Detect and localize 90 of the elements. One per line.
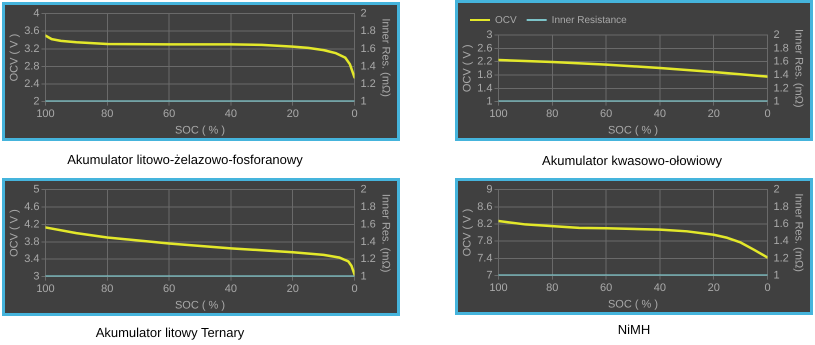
- x-tick-label: 60: [600, 108, 612, 120]
- y-tick-label: 1.8: [477, 68, 492, 81]
- y2-tick-label: 1.4: [774, 68, 789, 81]
- x-axis-title: SOC ( % ): [608, 124, 658, 136]
- y2-tick-label: 1: [360, 270, 367, 283]
- y-tick-label: 4.6: [24, 201, 40, 214]
- x-tick-label: 80: [101, 283, 114, 296]
- x-tick-label: 60: [162, 283, 176, 296]
- y-tick-label: 7: [486, 270, 492, 282]
- y-tick-label: 3: [486, 29, 492, 42]
- y2-tick-label: 1.6: [360, 218, 376, 230]
- text: Akumulator litowo-żelazowo-fosforanowy: [67, 152, 303, 167]
- x-tick-label: 20: [286, 283, 299, 296]
- x-tick-label: 60: [600, 282, 612, 294]
- y2-tick-label: 1.2: [774, 82, 789, 94]
- y2-tick-label: 2: [360, 8, 367, 20]
- x-tick-label: 80: [101, 108, 114, 120]
- x-tick-label: 20: [708, 282, 720, 294]
- y2-tick-label: 1.4: [360, 236, 376, 248]
- y2-tick-label: 1.6: [360, 42, 376, 55]
- y-tick-label: 3.2: [24, 42, 40, 55]
- x-tick-label: 20: [708, 108, 720, 120]
- y2-tick-label: 1.6: [774, 218, 789, 230]
- y2-axis-title: Inner Res. (mΩ): [379, 18, 392, 97]
- x-tick-label: 0: [764, 282, 771, 294]
- y2-tick-label: 1.2: [360, 78, 376, 90]
- y2-tick-label: 1: [360, 96, 367, 108]
- x-tick-label: 100: [36, 108, 55, 120]
- y-tick-label: 1.4: [477, 82, 492, 94]
- legend-label: OCV: [495, 14, 517, 26]
- y-tick-label: 5: [33, 184, 40, 196]
- x-axis-title: SOC ( % ): [174, 124, 226, 136]
- y-tick-label: 3: [33, 270, 40, 283]
- y-tick-label: 2.6: [477, 42, 492, 54]
- x-tick-label: 100: [489, 108, 508, 120]
- y2-axis-title: Inner Res. (mΩ): [792, 193, 804, 272]
- y-tick-label: 8.6: [477, 200, 492, 213]
- x-tick-label: 100: [36, 283, 55, 296]
- x-tick-label: 20: [286, 108, 299, 120]
- y2-tick-label: 2: [360, 184, 367, 196]
- x-tick-label: 80: [546, 282, 558, 294]
- y2-tick-label: 1.8: [774, 200, 789, 213]
- y-tick-label: 3.4: [24, 253, 40, 266]
- x-axis-title: SOC ( % ): [608, 298, 658, 310]
- y2-axis-title: Inner Res. (mΩ): [379, 194, 392, 272]
- text: Akumulator litowy Ternary: [96, 325, 244, 340]
- y-tick-label: 7.4: [477, 252, 492, 264]
- x-tick-label: 40: [654, 108, 666, 120]
- text: NiMH: [618, 322, 650, 337]
- y2-tick-label: 1: [774, 270, 780, 282]
- y2-tick-label: 1.2: [774, 252, 789, 264]
- y2-tick-label: 1.8: [360, 201, 376, 214]
- y-axis-title: OCV ( V ): [462, 208, 474, 256]
- x-tick-label: 0: [351, 283, 358, 296]
- y2-tick-label: 1.8: [774, 42, 789, 54]
- y-tick-label: 7.8: [477, 235, 492, 248]
- y-tick-label: 3.6: [24, 25, 40, 38]
- x-tick-label: 100: [489, 282, 508, 294]
- y-tick-label: 2.8: [24, 60, 40, 72]
- x-tick-label: 60: [162, 108, 176, 120]
- y-tick-label: 3.8: [24, 236, 40, 248]
- y-tick-label: 9: [486, 184, 492, 196]
- y2-tick-label: 2: [774, 184, 780, 196]
- x-tick-label: 80: [546, 108, 558, 120]
- y-axis-title: OCV ( V ): [8, 34, 21, 82]
- y-tick-label: 4.2: [24, 218, 40, 230]
- x-tick-label: 40: [224, 108, 238, 120]
- y2-tick-label: 1.4: [360, 60, 376, 72]
- y2-tick-label: 1.4: [774, 235, 789, 248]
- text: Akumulator kwasowo-ołowiowy: [542, 153, 722, 168]
- y2-axis-title: Inner Res. (mΩ): [792, 29, 804, 108]
- y-axis-title: OCV ( V ): [462, 44, 474, 92]
- x-tick-label: 40: [654, 282, 666, 294]
- y-tick-label: 1: [486, 96, 492, 108]
- y-tick-label: 4: [33, 8, 40, 20]
- x-tick-label: 0: [351, 108, 358, 120]
- x-tick-label: 0: [764, 108, 771, 120]
- x-tick-label: 40: [224, 283, 238, 296]
- y-tick-label: 2.4: [24, 78, 40, 90]
- legend-label: Inner Resistance: [552, 14, 628, 26]
- y-tick-label: 2.2: [477, 56, 492, 68]
- y2-tick-label: 1.8: [360, 25, 376, 38]
- y-axis-title: OCV ( V ): [8, 209, 21, 257]
- y2-tick-label: 1: [774, 96, 780, 108]
- y-tick-label: 8.2: [477, 218, 492, 230]
- y2-tick-label: 1.2: [360, 253, 376, 266]
- x-axis-title: SOC ( % ): [174, 299, 226, 312]
- y2-tick-label: 1.6: [774, 56, 789, 68]
- y2-tick-label: 2: [774, 29, 780, 42]
- y-tick-label: 2: [33, 96, 40, 108]
